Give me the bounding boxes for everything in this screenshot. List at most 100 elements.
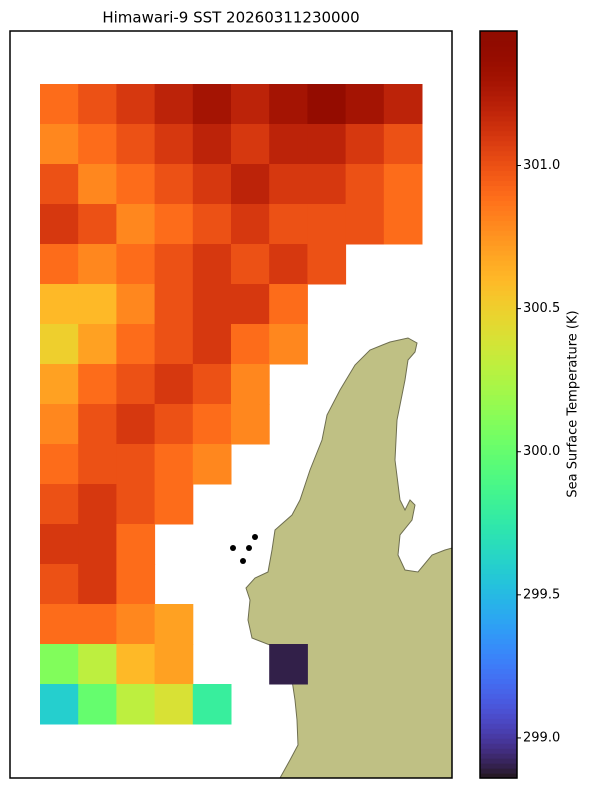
sst-cell	[40, 644, 79, 685]
colorbar-tick-label: 300.5	[523, 301, 560, 316]
sst-cell	[269, 644, 308, 685]
colorbar-slice	[480, 618, 517, 625]
land	[245, 337, 453, 779]
colorbar-slice	[480, 419, 517, 426]
colorbar-slice	[480, 100, 517, 107]
colorbar-slice	[480, 225, 517, 231]
sst-cell	[192, 284, 232, 325]
colorbar-slice	[480, 379, 517, 386]
sst-cell	[78, 564, 117, 605]
sst-cell	[78, 404, 117, 445]
sst-cell	[40, 284, 79, 325]
colorbar-slice	[480, 484, 517, 490]
colorbar-slice	[480, 753, 517, 759]
colorbar-slice	[480, 180, 517, 186]
sst-cell	[154, 164, 194, 205]
colorbar-slice	[480, 369, 517, 376]
sst-cell	[231, 404, 270, 445]
colorbar-slice	[480, 593, 517, 600]
colorbar-slice	[480, 354, 517, 361]
sst-cell	[40, 244, 79, 285]
colorbar-slice	[480, 504, 517, 510]
colorbar-slice	[480, 31, 517, 37]
colorbar-slice	[480, 210, 517, 216]
colorbar-slice	[480, 773, 517, 779]
sst-cell	[116, 324, 156, 365]
colorbar-slice	[480, 65, 517, 72]
sst-cell	[40, 404, 79, 445]
colorbar-slice	[480, 280, 517, 286]
colorbar-tick-label: 300.0	[523, 444, 560, 459]
sst-cell	[116, 204, 156, 245]
colorbar-slice	[480, 334, 517, 341]
colorbar-slice	[480, 718, 517, 724]
sst-cell	[383, 204, 423, 245]
colorbar-slice	[480, 329, 517, 336]
sst-cell	[40, 564, 79, 605]
colorbar-slice	[480, 265, 517, 271]
colorbar-slice	[480, 309, 517, 316]
sst-cell	[78, 524, 117, 565]
colorbar-slice	[480, 543, 517, 550]
sst-cell	[345, 84, 385, 125]
colorbar-slice	[480, 538, 517, 545]
colorbar-slice	[480, 519, 517, 525]
colorbar-slice	[480, 160, 517, 167]
sst-cell	[307, 164, 347, 205]
colorbar-slice	[480, 190, 517, 196]
colorbar-label: Sea Surface Temperature (K)	[566, 310, 581, 497]
colorbar-slice	[480, 95, 517, 102]
sst-cell	[78, 684, 117, 725]
colorbar-slice	[480, 230, 517, 236]
sst-cell	[154, 124, 194, 165]
colorbar-slice	[480, 568, 517, 575]
colorbar-slice	[480, 319, 517, 326]
colorbar-slice	[480, 80, 517, 87]
colorbar-slice	[480, 115, 517, 122]
sst-cell	[154, 604, 194, 645]
colorbar-slice	[480, 270, 517, 276]
sst-cell	[40, 524, 79, 565]
colorbar-slice	[480, 698, 517, 704]
overlay	[269, 644, 308, 685]
colorbar-slice	[480, 359, 517, 366]
sst-cell	[307, 84, 347, 125]
sst-cell	[116, 164, 156, 205]
colorbar-slice	[480, 723, 517, 729]
sst-cell	[154, 204, 194, 245]
sst-cell	[40, 444, 79, 485]
colorbar-slice	[480, 703, 517, 709]
colorbar-slice	[480, 150, 517, 157]
sst-cell	[192, 124, 232, 165]
colorbar-slice	[480, 459, 517, 465]
colorbar-slice	[480, 60, 517, 67]
colorbar-slice	[480, 563, 517, 570]
sst-cell	[345, 164, 385, 205]
sst-cell	[78, 604, 117, 645]
sst-field	[40, 84, 423, 725]
sst-cell	[78, 244, 117, 285]
sst-cell	[78, 284, 117, 325]
sst-cell	[383, 124, 423, 165]
colorbar-slice	[480, 235, 517, 241]
stations	[230, 534, 258, 564]
colorbar-slice	[480, 768, 517, 774]
colorbar-slice	[480, 394, 517, 401]
colorbar-slice	[480, 215, 517, 221]
sst-cell	[154, 324, 194, 365]
colorbar-slice	[480, 648, 517, 655]
colorbar-slice	[480, 693, 517, 699]
colorbar-slice	[480, 205, 517, 211]
sst-cell	[40, 84, 79, 125]
colorbar-slice	[480, 469, 517, 475]
colorbar-slice	[480, 529, 517, 535]
sst-cell	[192, 684, 232, 725]
sst-cell	[345, 124, 385, 165]
sst-cell	[116, 684, 156, 725]
sst-cell	[78, 644, 117, 685]
station	[246, 545, 252, 551]
sst-cell	[269, 284, 308, 325]
colorbar-slice	[480, 743, 517, 749]
colorbar-slice	[480, 728, 517, 734]
colorbar-slice	[480, 374, 517, 381]
